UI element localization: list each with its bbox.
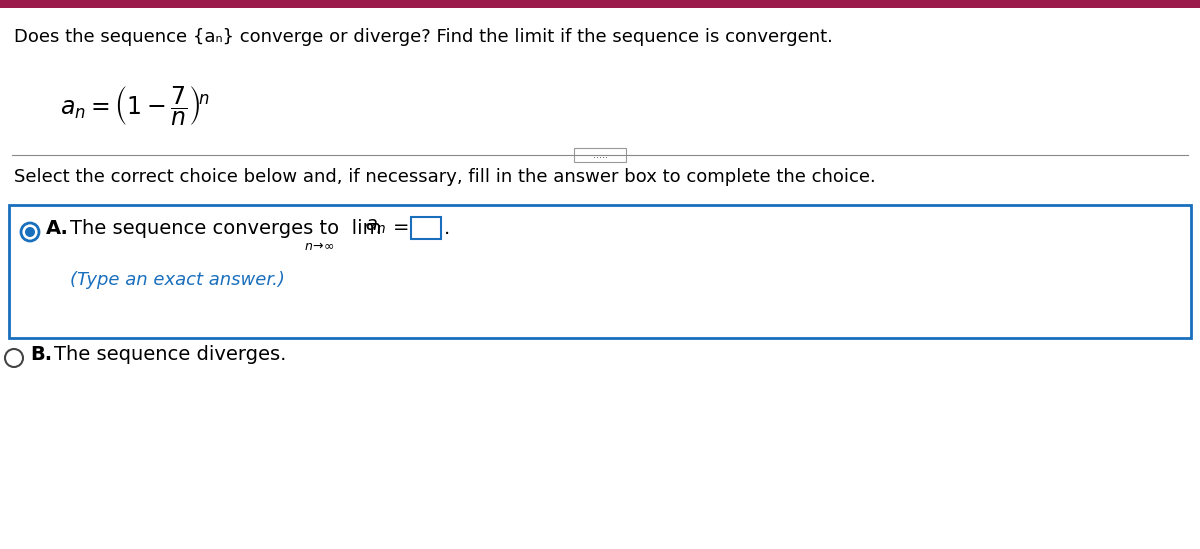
Bar xyxy=(410,217,442,239)
Circle shape xyxy=(25,227,35,237)
Text: .....: ..... xyxy=(593,150,607,160)
Text: =: = xyxy=(394,219,409,238)
Text: The sequence diverges.: The sequence diverges. xyxy=(54,345,287,363)
Text: Does the sequence {aₙ} converge or diverge? Find the limit if the sequence is co: Does the sequence {aₙ} converge or diver… xyxy=(14,28,833,46)
Text: $a_n$: $a_n$ xyxy=(365,217,386,237)
Text: Select the correct choice below and, if necessary, fill in the answer box to com: Select the correct choice below and, if … xyxy=(14,168,876,186)
Circle shape xyxy=(5,349,23,367)
Circle shape xyxy=(22,223,38,241)
Text: (Type an exact answer.): (Type an exact answer.) xyxy=(70,271,284,289)
Bar xyxy=(574,148,626,162)
Text: A.: A. xyxy=(46,219,68,238)
Bar xyxy=(10,205,1190,338)
Text: $a_n = \left(1 - \dfrac{7}{n}\right)^{\!n}$: $a_n = \left(1 - \dfrac{7}{n}\right)^{\!… xyxy=(60,85,210,128)
Text: .: . xyxy=(444,219,450,238)
Text: B.: B. xyxy=(30,345,52,363)
Text: $n\!\rightarrow\!\infty$: $n\!\rightarrow\!\infty$ xyxy=(304,239,335,253)
Text: The sequence converges to  lim: The sequence converges to lim xyxy=(70,219,394,238)
Bar xyxy=(0,0,1200,8)
